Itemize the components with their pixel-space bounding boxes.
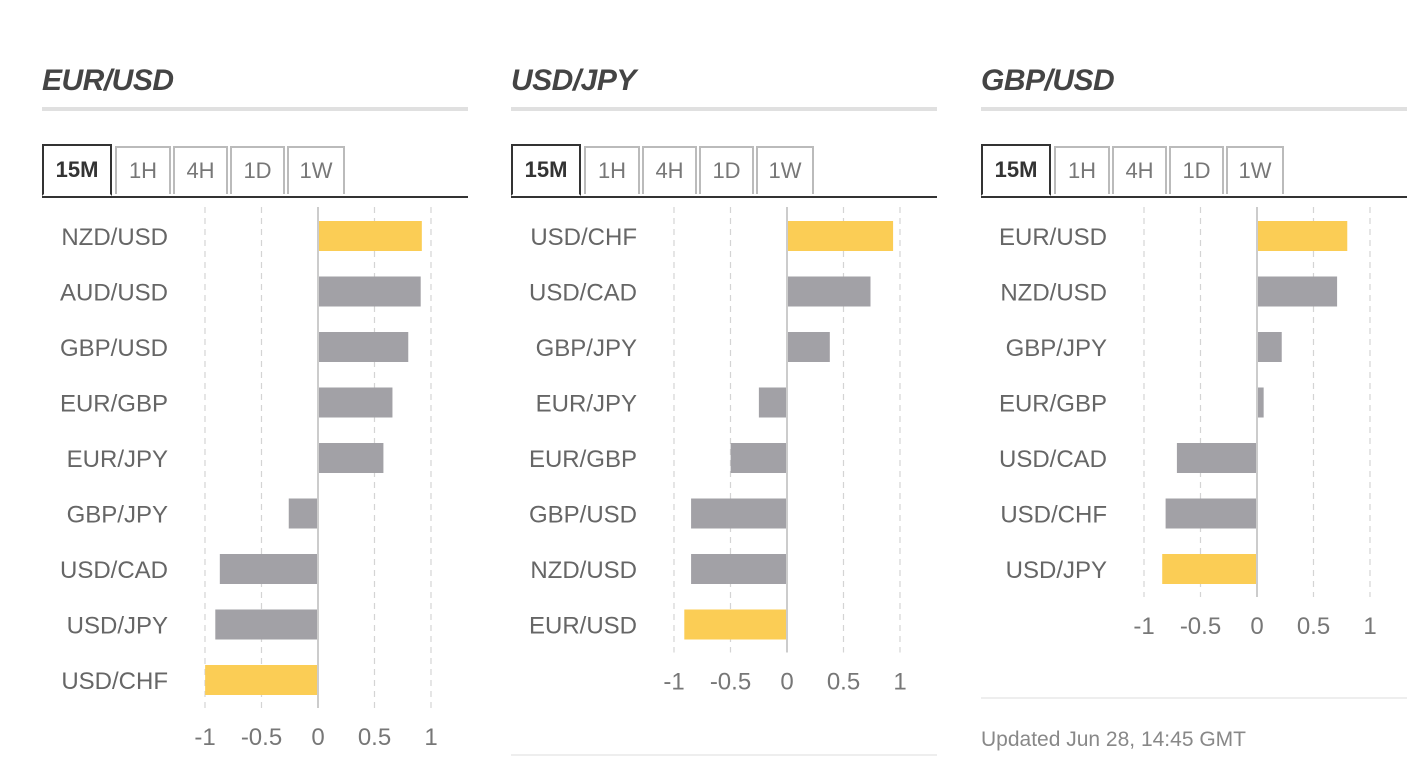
bar-usd-chf	[1165, 498, 1256, 529]
tab-1d[interactable]: 1D	[1169, 146, 1224, 194]
tab-15m[interactable]: 15M	[42, 144, 112, 196]
category-label: USD/JPY	[67, 613, 168, 640]
x-tick-label: -0.5	[241, 724, 282, 751]
category-label: GBP/USD	[529, 502, 637, 529]
bar-eur-jpy	[758, 387, 786, 418]
bar-eur-usd	[1258, 221, 1348, 251]
bar-usd-cad	[1176, 443, 1256, 473]
correlation-chart: USD/CHF USD/CAD GBP/JPY EUR/JPY EUR/GBP GBP/U…	[529, 207, 907, 696]
tab-1d[interactable]: 1D	[230, 146, 285, 194]
panel-usd-jpy: USD/JPY 15M 1H 4H 1D 1W USD/CHF USD/CAD GBP/JPY E…	[511, 0, 937, 772]
tab-1w[interactable]: 1W	[287, 146, 345, 194]
title-divider	[511, 107, 937, 111]
category-label: EUR/GBP	[529, 446, 637, 473]
category-label: AUD/USD	[60, 280, 168, 307]
x-tick-label: 1	[1363, 613, 1376, 640]
category-label: USD/CAD	[529, 280, 637, 307]
category-label: EUR/USD	[529, 613, 637, 640]
tab-4h[interactable]: 4H	[173, 146, 228, 194]
bar-usd-cad	[788, 276, 871, 307]
tab-1h[interactable]: 1H	[584, 146, 640, 194]
bar-usd-chf	[205, 665, 317, 695]
tab-15m[interactable]: 15M	[511, 144, 581, 196]
x-tick-label: 1	[893, 669, 906, 696]
footer-divider	[511, 754, 937, 756]
x-tick-label: -1	[194, 724, 215, 751]
bar-usd-jpy	[1162, 554, 1256, 584]
bar-gbp-jpy	[1258, 332, 1282, 362]
panel-title: USD/JPY	[511, 64, 636, 97]
category-label: USD/JPY	[1006, 557, 1107, 584]
bar-eur-gbp	[319, 387, 393, 418]
x-tick-label: -1	[663, 669, 684, 696]
category-label: USD/CHF	[530, 224, 637, 251]
category-label: EUR/JPY	[536, 391, 637, 418]
category-label: GBP/JPY	[67, 502, 168, 529]
x-tick-label: 0.5	[1297, 613, 1330, 640]
category-label: GBP/JPY	[1006, 335, 1107, 362]
x-tick-label: -1	[1133, 613, 1154, 640]
tab-1w[interactable]: 1W	[1226, 146, 1284, 194]
updated-timestamp: Updated Jun 28, 14:45 GMT	[981, 728, 1246, 751]
tab-4h[interactable]: 4H	[642, 146, 697, 194]
tab-1h[interactable]: 1H	[1054, 146, 1110, 194]
category-label: EUR/GBP	[999, 391, 1107, 418]
category-label: NZD/USD	[530, 557, 637, 584]
bar-aud-usd	[319, 276, 421, 307]
title-divider	[42, 107, 468, 111]
panel-title: EUR/USD	[42, 64, 174, 97]
bar-eur-jpy	[319, 443, 384, 473]
bar-nzd-usd	[691, 554, 786, 584]
category-label: GBP/USD	[60, 335, 168, 362]
x-tick-label: 0	[311, 724, 324, 751]
bar-gbp-usd	[691, 498, 786, 529]
x-tick-label: 0.5	[827, 669, 860, 696]
title-divider	[981, 107, 1407, 111]
bar-eur-gbp	[730, 443, 786, 473]
bar-usd-chf	[788, 221, 894, 251]
category-label: EUR/JPY	[67, 446, 168, 473]
panel-eur-usd: EUR/USD 15M 1H 4H 1D 1W NZD/USD AUD/USD GBP/USD E…	[42, 0, 468, 772]
timeframe-tabs: 15M 1H 4H 1D 1W	[42, 144, 468, 198]
tab-1d[interactable]: 1D	[699, 146, 754, 194]
category-label: NZD/USD	[61, 224, 168, 251]
x-tick-label: 0	[1250, 613, 1263, 640]
category-label: NZD/USD	[1000, 280, 1107, 307]
panel-gbp-usd: GBP/USD 15M 1H 4H 1D 1W EUR/USD NZD/USD GBP/JPY E…	[981, 0, 1407, 772]
tab-1h[interactable]: 1H	[115, 146, 171, 194]
tab-15m[interactable]: 15M	[981, 144, 1051, 196]
x-tick-label: -0.5	[1180, 613, 1221, 640]
timeframe-tabs: 15M 1H 4H 1D 1W	[511, 144, 937, 198]
timeframe-tabs: 15M 1H 4H 1D 1W	[981, 144, 1407, 198]
panel-title: GBP/USD	[981, 64, 1115, 97]
category-label: USD/CHF	[61, 668, 168, 695]
category-label: USD/CAD	[999, 446, 1107, 473]
x-tick-label: 0.5	[358, 724, 391, 751]
x-tick-label: 1	[424, 724, 437, 751]
category-label: EUR/GBP	[60, 391, 168, 418]
bar-nzd-usd	[1258, 276, 1338, 307]
correlation-chart: EUR/USD NZD/USD GBP/JPY EUR/GBP USD/CAD USD/C…	[999, 207, 1377, 640]
tab-1w[interactable]: 1W	[756, 146, 814, 194]
x-tick-label: -0.5	[710, 669, 751, 696]
category-label: USD/CHF	[1000, 502, 1107, 529]
tab-4h[interactable]: 4H	[1112, 146, 1167, 194]
category-label: USD/CAD	[60, 557, 168, 584]
category-label: GBP/JPY	[536, 335, 637, 362]
bar-gbp-usd	[319, 332, 409, 362]
bar-gbp-jpy	[788, 332, 830, 362]
bar-usd-cad	[219, 554, 317, 584]
bar-gbp-jpy	[288, 498, 317, 529]
correlation-chart: NZD/USD AUD/USD GBP/USD EUR/GBP EUR/JPY GBP/J…	[60, 207, 438, 751]
category-label: EUR/USD	[999, 224, 1107, 251]
bar-eur-gbp	[1258, 387, 1264, 418]
bar-eur-usd	[684, 609, 786, 640]
footer-divider	[981, 697, 1407, 699]
bar-nzd-usd	[319, 221, 422, 251]
x-tick-label: 0	[780, 669, 793, 696]
bar-usd-jpy	[215, 609, 317, 640]
